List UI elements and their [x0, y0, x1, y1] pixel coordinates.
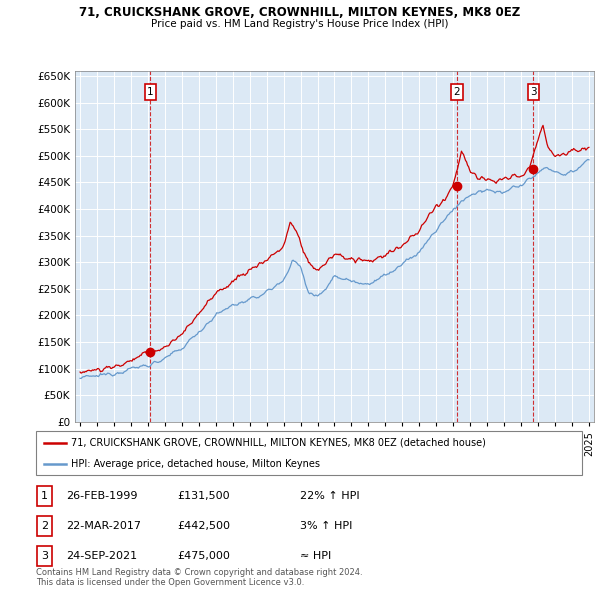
- Text: 24-SEP-2021: 24-SEP-2021: [66, 552, 137, 561]
- FancyBboxPatch shape: [36, 431, 582, 475]
- Text: 3: 3: [530, 87, 537, 97]
- Text: 22-MAR-2017: 22-MAR-2017: [66, 521, 141, 530]
- Text: Price paid vs. HM Land Registry's House Price Index (HPI): Price paid vs. HM Land Registry's House …: [151, 19, 449, 30]
- FancyBboxPatch shape: [37, 516, 52, 536]
- Text: £475,000: £475,000: [177, 552, 230, 561]
- Text: 71, CRUICKSHANK GROVE, CROWNHILL, MILTON KEYNES, MK8 0EZ: 71, CRUICKSHANK GROVE, CROWNHILL, MILTON…: [79, 6, 521, 19]
- Text: 3% ↑ HPI: 3% ↑ HPI: [300, 521, 352, 530]
- Text: 22% ↑ HPI: 22% ↑ HPI: [300, 491, 359, 501]
- Text: 1: 1: [147, 87, 154, 97]
- Text: 3: 3: [41, 552, 48, 561]
- Text: Contains HM Land Registry data © Crown copyright and database right 2024.
This d: Contains HM Land Registry data © Crown c…: [36, 568, 362, 587]
- Text: HPI: Average price, detached house, Milton Keynes: HPI: Average price, detached house, Milt…: [71, 459, 320, 469]
- Text: £442,500: £442,500: [177, 521, 230, 530]
- Text: 2: 2: [41, 521, 48, 530]
- Text: ≈ HPI: ≈ HPI: [300, 552, 331, 561]
- FancyBboxPatch shape: [37, 546, 52, 566]
- Text: 26-FEB-1999: 26-FEB-1999: [66, 491, 137, 501]
- Text: £131,500: £131,500: [177, 491, 230, 501]
- Text: 1: 1: [41, 491, 48, 501]
- FancyBboxPatch shape: [37, 486, 52, 506]
- Text: 71, CRUICKSHANK GROVE, CROWNHILL, MILTON KEYNES, MK8 0EZ (detached house): 71, CRUICKSHANK GROVE, CROWNHILL, MILTON…: [71, 438, 487, 448]
- Text: 2: 2: [454, 87, 460, 97]
